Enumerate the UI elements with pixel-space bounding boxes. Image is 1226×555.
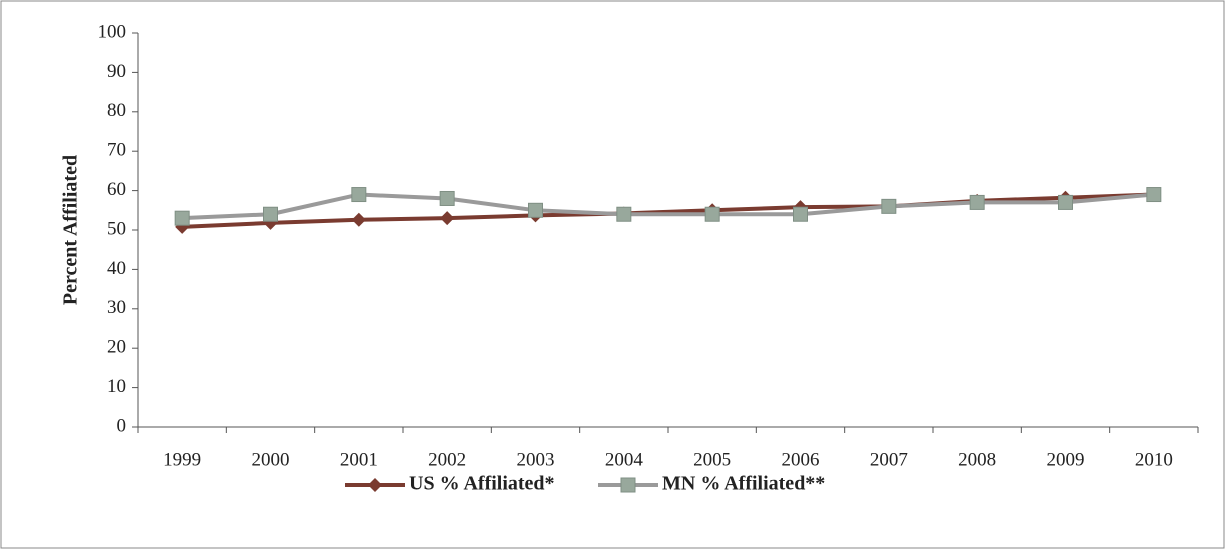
y-tick-label: 100 [98,21,127,42]
legend-marker [368,478,382,492]
data-point [1058,194,1073,210]
x-tick-label: 2007 [870,449,908,470]
x-tick-label: 1999 [163,449,201,470]
y-tick-label: 80 [107,100,126,121]
y-tick-label: 70 [107,140,126,161]
x-tick-label: 2000 [252,449,290,470]
data-point [351,187,367,203]
data-point [704,206,720,222]
data-point [351,212,366,227]
data-point [881,198,897,214]
y-tick-label: 50 [107,218,126,239]
y-tick-label: 40 [107,258,126,279]
y-tick-label: 0 [117,415,127,436]
data-point [174,210,190,226]
y-tick-label: 60 [107,179,126,200]
data-point [1146,187,1162,203]
y-tick-label: 10 [107,376,126,397]
x-tick-label: 2001 [340,449,378,470]
data-point [528,202,543,218]
series-line [182,192,1155,221]
data-point [616,206,632,222]
data-point [263,206,278,222]
data-point [440,211,455,226]
data-point [969,194,985,210]
y-axis-label: Percent Affiliated [60,155,82,305]
x-tick-label: 2010 [1135,449,1173,470]
legend-marker [620,477,636,493]
legend-label: MN % Affiliated** [662,473,825,495]
y-tick-label: 30 [107,297,126,318]
x-tick-label: 2003 [517,449,555,470]
y-tick-label: 90 [107,61,126,82]
x-tick-label: 2004 [605,449,644,470]
data-point [793,206,808,222]
legend-label: US % Affiliated* [409,473,555,495]
x-tick-label: 2002 [428,449,466,470]
x-tick-label: 2009 [1047,449,1085,470]
x-tick-label: 2008 [958,449,996,470]
y-tick-label: 20 [107,337,126,358]
series-line [182,192,1154,229]
x-tick-label: 2005 [693,449,731,470]
x-tick-label: 2006 [782,449,820,470]
data-point [439,190,455,206]
